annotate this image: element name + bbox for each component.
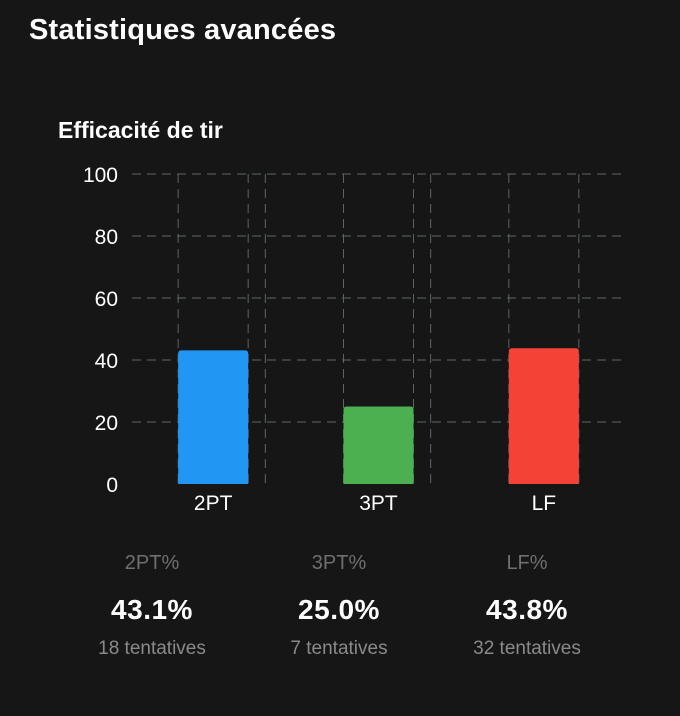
- stat-value: 43.8%: [486, 594, 568, 625]
- stat-value: 43.1%: [111, 594, 193, 625]
- y-tick-label: 20: [95, 412, 118, 435]
- y-axis-ticks: 0 20 40 60 80 100: [83, 164, 118, 497]
- bar-2pt: [178, 350, 249, 484]
- stat-attempts: 7 tentatives: [290, 638, 388, 659]
- stat-label: 2PT%: [124, 552, 180, 574]
- y-tick-label: 100: [83, 164, 118, 187]
- x-tick-label: 3PT: [359, 492, 398, 515]
- bar-3pt: [343, 406, 414, 484]
- chart-title: Efficacité de tir: [58, 117, 223, 143]
- x-tick-label: LF: [532, 492, 557, 515]
- y-tick-label: 0: [106, 474, 118, 497]
- x-axis-ticks: 2PT 3PT LF: [194, 492, 556, 515]
- bar-lf: [508, 348, 579, 484]
- stat-label: 3PT%: [311, 552, 367, 574]
- stats-summary: 2PT% 43.1% 18 tentatives 3PT% 25.0% 7 te…: [0, 552, 680, 682]
- stat-attempts: 32 tentatives: [473, 638, 581, 659]
- shooting-efficiency-chart: 0 20 40 60 80 100 2PT 3PT LF: [83, 164, 625, 515]
- x-tick-label: 2PT: [194, 492, 233, 515]
- y-tick-label: 60: [95, 288, 118, 311]
- y-tick-label: 40: [95, 350, 118, 373]
- stat-lf: LF% 43.8% 32 tentatives: [427, 552, 627, 660]
- stat-3pt: 3PT% 25.0% 7 tentatives: [239, 552, 439, 660]
- y-tick-label: 80: [95, 226, 118, 249]
- stat-2pt: 2PT% 43.1% 18 tentatives: [52, 552, 252, 660]
- stat-attempts: 18 tentatives: [98, 638, 206, 659]
- stat-label: LF%: [506, 552, 548, 574]
- page-title: Statistiques avancées: [29, 14, 337, 46]
- chart-bars: [178, 348, 579, 484]
- stat-value: 25.0%: [298, 594, 380, 625]
